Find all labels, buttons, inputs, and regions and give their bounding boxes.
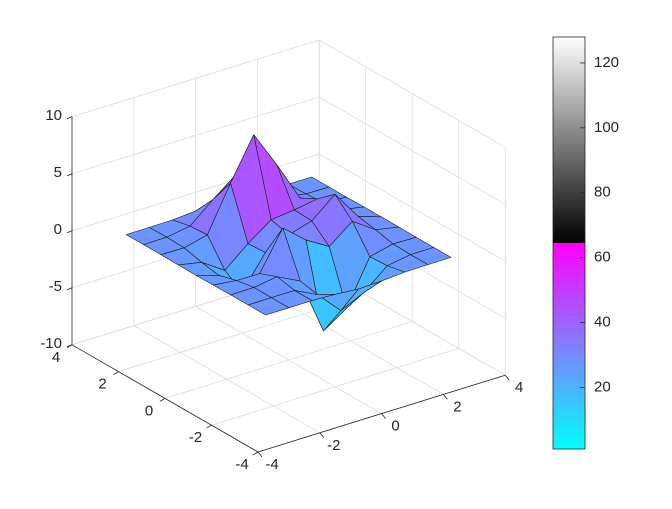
z-tick — [66, 173, 73, 177]
colorbar-tick-label: 20 — [594, 378, 611, 395]
y-tick-label: -2 — [189, 429, 202, 446]
x-tick — [381, 413, 386, 419]
z-tick — [66, 287, 73, 291]
y-tick-label: 0 — [145, 402, 153, 419]
colorbar-tick-label: 60 — [594, 249, 611, 266]
y-tick-label: 4 — [52, 349, 60, 366]
y-tick-label: -4 — [235, 456, 248, 473]
colorbar-gradient — [552, 36, 586, 450]
z-tick — [66, 344, 73, 348]
colorbar-tick-label: 40 — [594, 313, 611, 330]
grid-line — [319, 39, 506, 148]
z-tick-label: 5 — [54, 164, 62, 181]
y-tick — [252, 451, 259, 456]
grid-line — [319, 96, 506, 205]
colorbar-tick-label: 80 — [594, 184, 611, 201]
colorbar-tick-label: 120 — [594, 54, 619, 71]
grid-line — [164, 321, 413, 399]
z-tick — [66, 230, 73, 234]
grid-line — [211, 348, 459, 426]
x-tick — [257, 451, 263, 458]
x-tick — [319, 432, 325, 439]
colorbar-tick-label: 100 — [594, 119, 619, 136]
surface — [125, 134, 452, 332]
y-tick — [206, 424, 212, 429]
y-tick — [159, 398, 166, 402]
surface-patch — [247, 297, 290, 316]
grid-line — [319, 153, 506, 262]
axes — [66, 116, 510, 458]
colorbar: 20 40 60 80 100 120 — [552, 36, 619, 450]
x-tick — [443, 394, 448, 400]
x-tick-label: 2 — [453, 398, 461, 415]
x-tick-label: -4 — [265, 456, 278, 473]
z-tick-label: -5 — [49, 278, 62, 295]
y-tick-label: 2 — [98, 376, 106, 393]
x-tick-label: -2 — [327, 437, 340, 454]
z-tick — [66, 116, 73, 120]
z-tick-label: -10 — [40, 335, 62, 352]
z-tick-label: 10 — [45, 107, 62, 124]
x-tick-label: 4 — [515, 379, 523, 396]
y-tick — [113, 371, 119, 375]
grid-line — [71, 39, 320, 118]
z-tick-label: 0 — [54, 221, 62, 238]
grid-line — [71, 96, 320, 175]
x-tick — [504, 374, 510, 381]
x-tick-label: 0 — [391, 418, 399, 435]
